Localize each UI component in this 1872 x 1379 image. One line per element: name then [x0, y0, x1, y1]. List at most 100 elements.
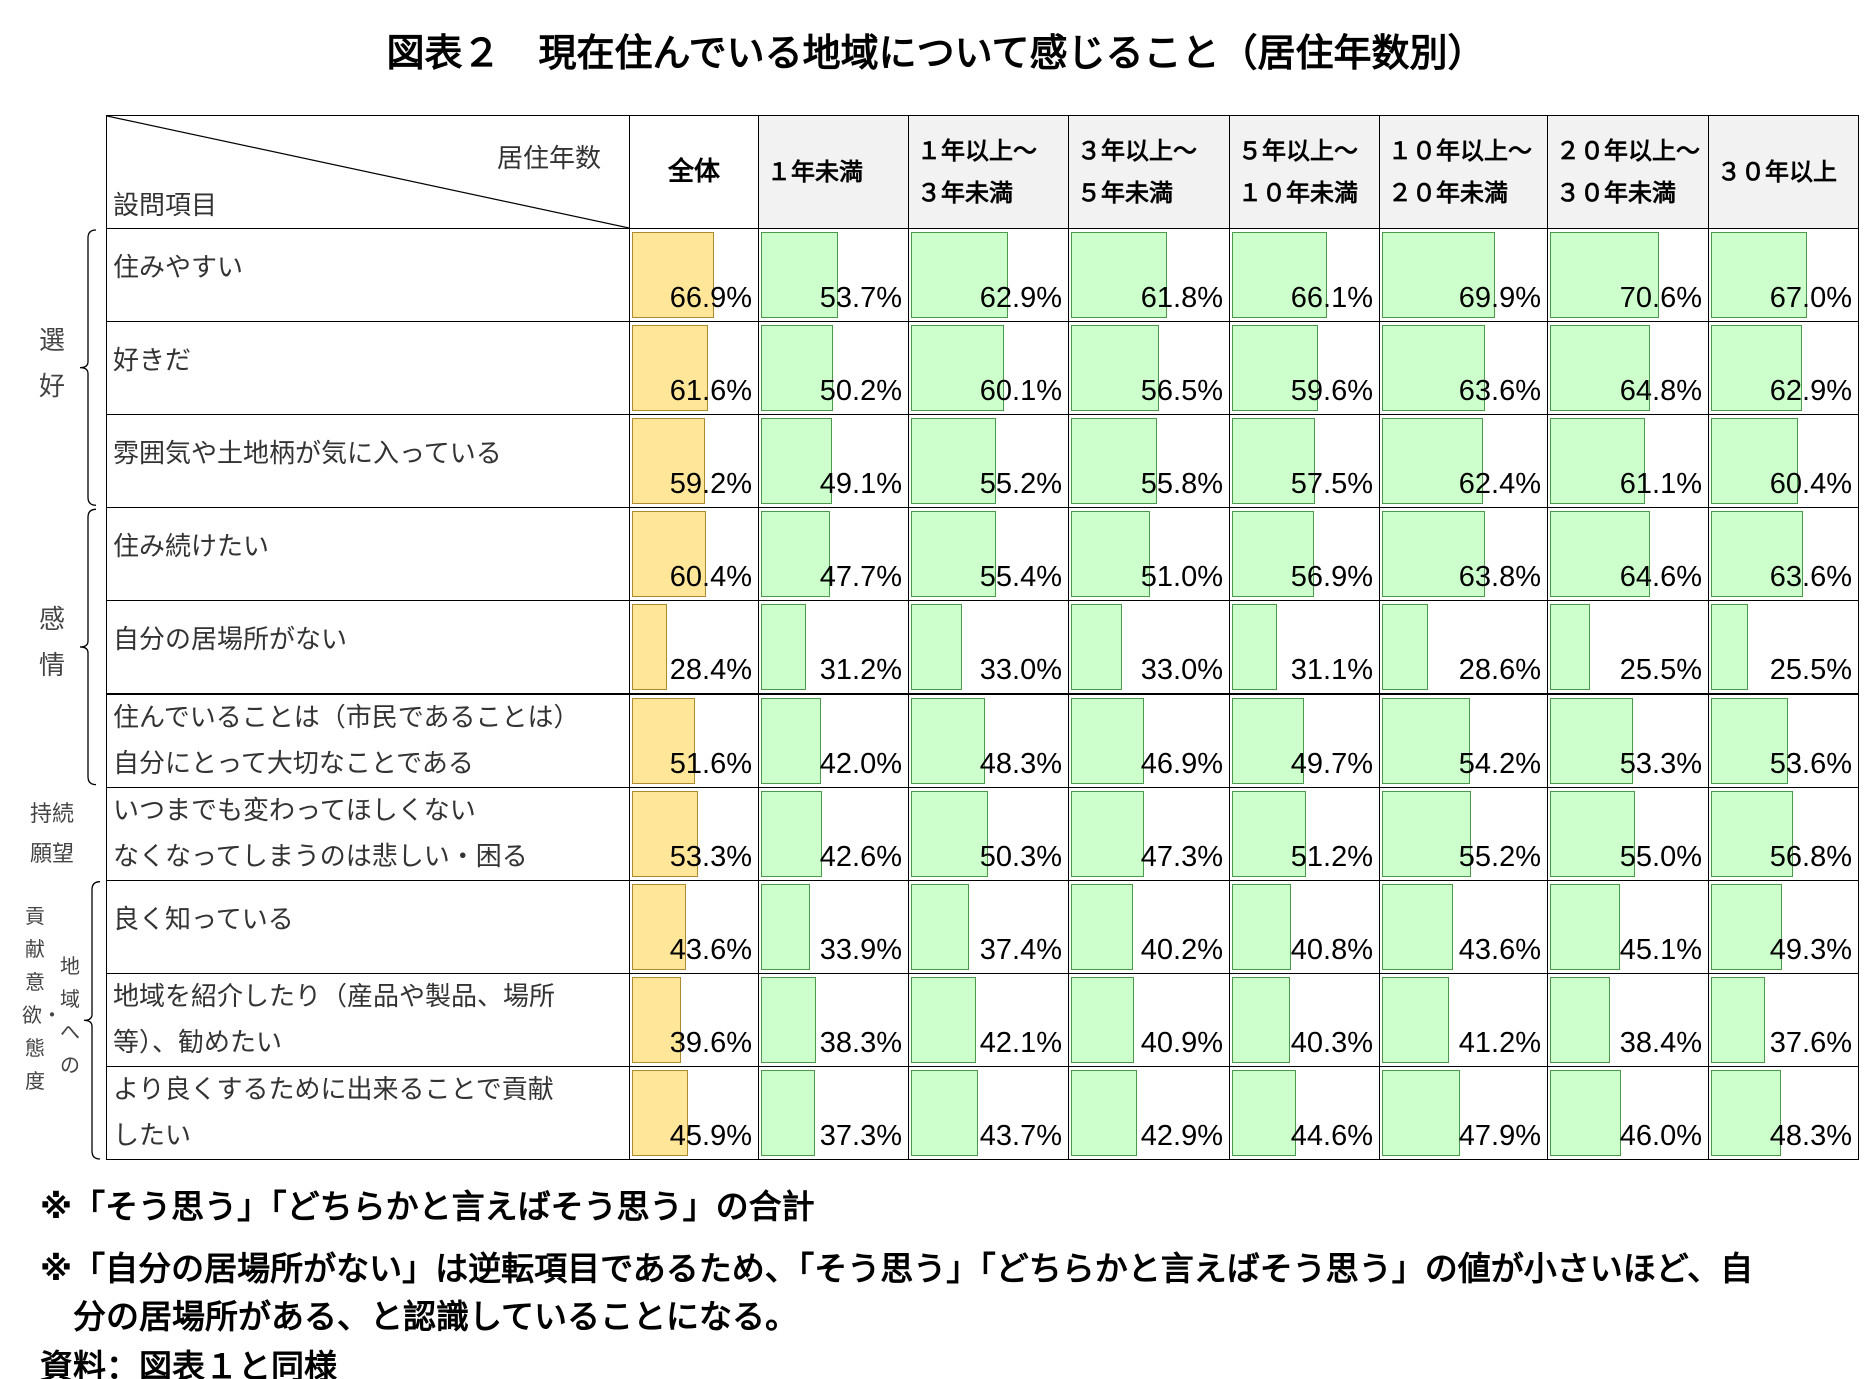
column-header-line: ５年以上～ [1238, 137, 1358, 165]
column-header: ３年以上～ ５年未満 [1068, 115, 1230, 229]
value-cell: 43.6% [629, 879, 759, 974]
column-header-line: １０年以上～ [1388, 137, 1532, 165]
value-bar [1550, 1069, 1622, 1156]
group-label: 持続願望 [29, 801, 74, 867]
value-cell: 53.3% [629, 786, 759, 881]
corner-bottom-label: 設問項目 [113, 191, 218, 221]
value-bar [1382, 1069, 1460, 1156]
column-header-line: ２０年以上～ [1556, 137, 1700, 165]
column-header-line: ３年以上～ [1077, 137, 1197, 165]
value-label: 28.4% [669, 654, 752, 687]
row-label: 住み続けたい [106, 507, 630, 602]
value-cell: 47.9% [1379, 1065, 1548, 1160]
value-bar [1550, 697, 1633, 784]
value-cell: 60.4% [1708, 414, 1859, 509]
value-label: 44.6% [1290, 1119, 1373, 1152]
row-label: 雰囲気や土地柄が気に入っている [106, 414, 630, 509]
value-bar [1711, 325, 1802, 412]
corner-top-label: 居住年数 [496, 144, 601, 174]
value-label: 31.1% [1290, 654, 1373, 687]
value-cell: 60.1% [908, 321, 1069, 416]
brace [79, 229, 97, 506]
value-label: 57.5% [1290, 468, 1373, 501]
column-header: １年以上～ ３年未満 [908, 115, 1069, 229]
value-bar [1232, 883, 1291, 970]
value-cell: 63.8% [1379, 507, 1548, 602]
value-label: 42.9% [1140, 1119, 1223, 1152]
value-label: 53.6% [1769, 747, 1852, 780]
column-header-line: ２０年未満 [1388, 179, 1508, 207]
value-bar [1071, 883, 1134, 970]
value-bar [1232, 790, 1306, 877]
value-label: 55.2% [979, 468, 1062, 501]
value-cell: 50.2% [758, 321, 909, 416]
value-cell: 53.7% [758, 228, 909, 323]
value-cell: 62.4% [1379, 414, 1548, 509]
column-header-line: 全体 [667, 157, 720, 187]
value-cell: 51.0% [1068, 507, 1230, 602]
value-cell: 45.1% [1547, 879, 1709, 974]
value-label: 48.3% [1769, 1119, 1852, 1152]
value-bar [1382, 976, 1449, 1063]
value-label: 25.5% [1619, 654, 1702, 687]
value-label: 47.3% [1140, 840, 1223, 873]
value-label: 40.9% [1140, 1026, 1223, 1059]
value-label: 43.6% [1458, 933, 1541, 966]
value-cell: 51.6% [629, 693, 759, 788]
value-bar [761, 325, 834, 412]
value-cell: 61.6% [629, 321, 759, 416]
brace [79, 508, 97, 786]
value-cell: 49.7% [1229, 693, 1380, 788]
value-cell: 50.3% [908, 786, 1069, 881]
value-label: 47.9% [1458, 1119, 1541, 1152]
value-cell: 60.4% [629, 507, 759, 602]
value-label: 43.6% [669, 933, 752, 966]
value-cell: 54.2% [1379, 693, 1548, 788]
row-label-line: 良く知っている [113, 904, 294, 935]
value-bar [632, 883, 686, 970]
value-label: 42.0% [819, 747, 902, 780]
value-cell: 66.1% [1229, 228, 1380, 323]
row-label: 住みやすい [106, 228, 630, 323]
value-bar [632, 232, 715, 319]
value-bar [1232, 511, 1314, 598]
value-label: 60.4% [1769, 468, 1852, 501]
column-header: １年未満 [758, 115, 909, 229]
value-cell: 49.1% [758, 414, 909, 509]
value-cell: 40.9% [1068, 972, 1230, 1067]
value-bar [1071, 1069, 1138, 1156]
value-cell: 62.9% [1708, 321, 1859, 416]
value-cell: 43.6% [1379, 879, 1548, 974]
value-label: 43.7% [979, 1119, 1062, 1152]
source-note: 資料：図表１と同様 [40, 1347, 337, 1379]
column-header: １０年以上～ ２０年未満 [1379, 115, 1548, 229]
value-label: 38.4% [1619, 1026, 1702, 1059]
value-bar [1711, 511, 1803, 598]
row-label-line: したい [113, 1120, 192, 1151]
column-header-line: ３０年未満 [1556, 179, 1676, 207]
brace [83, 881, 101, 1160]
value-label: 62.9% [979, 282, 1062, 315]
value-label: 61.6% [669, 375, 752, 408]
value-bar [911, 883, 969, 970]
value-label: 62.9% [1769, 375, 1852, 408]
value-label: 42.6% [819, 840, 902, 873]
value-label: 37.4% [979, 933, 1062, 966]
value-cell: 42.9% [1068, 1065, 1230, 1160]
value-label: 66.1% [1290, 282, 1373, 315]
value-bar [1711, 604, 1748, 691]
value-cell: 61.8% [1068, 228, 1230, 323]
value-label: 48.3% [979, 747, 1062, 780]
value-cell: 39.6% [629, 972, 759, 1067]
value-label: 62.4% [1458, 468, 1541, 501]
value-cell: 48.3% [908, 693, 1069, 788]
value-bar [1550, 604, 1590, 691]
chart-title: 図表２ 現在住んでいる地域について感じること（居住年数別） [386, 31, 1486, 75]
value-bar [1711, 790, 1793, 877]
value-label: 59.2% [669, 468, 752, 501]
value-cell: 69.9% [1379, 228, 1548, 323]
value-cell: 46.0% [1547, 1065, 1709, 1160]
value-cell: 42.1% [908, 972, 1069, 1067]
value-label: 50.2% [819, 375, 902, 408]
